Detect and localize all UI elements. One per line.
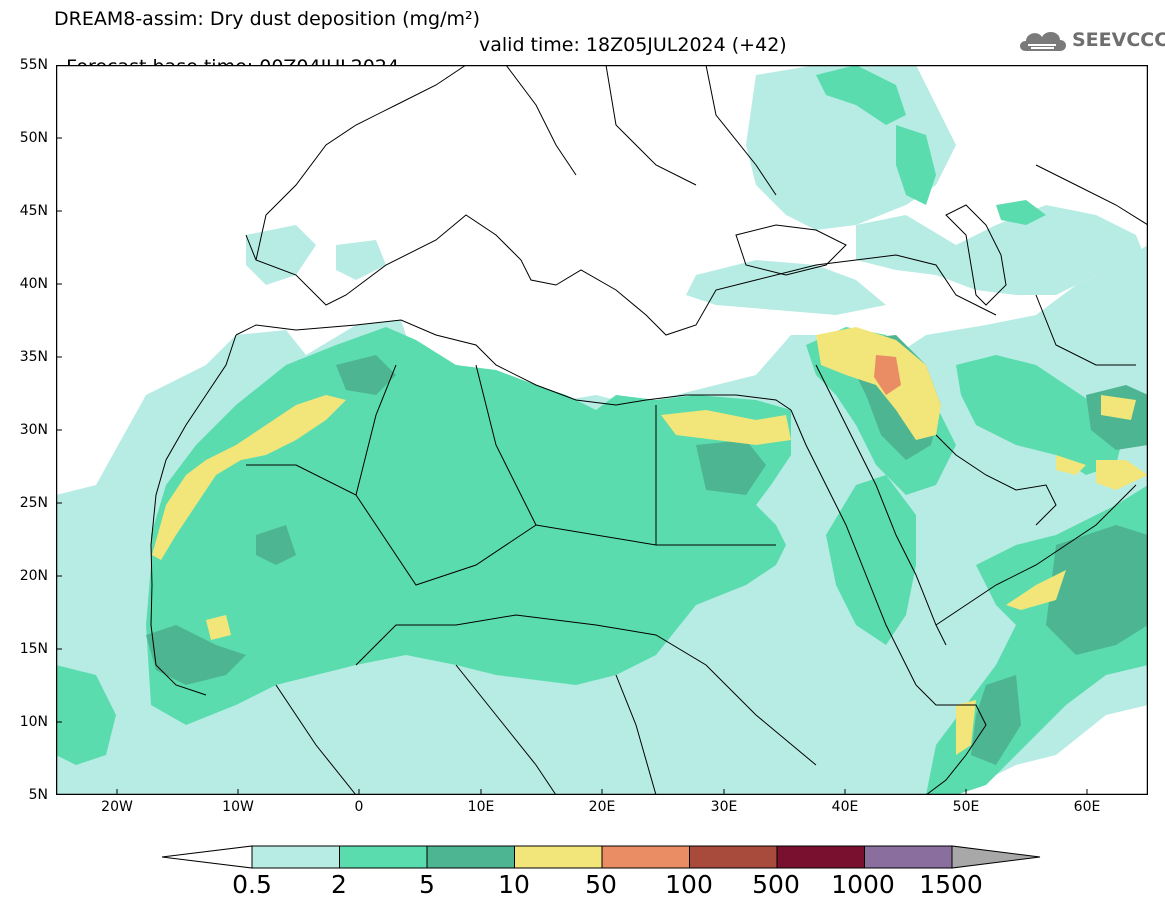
chart-title: DREAM8-assim: Dry dust deposition (mg/m²…: [54, 8, 481, 30]
lon-label: 30E: [710, 799, 738, 815]
colorbar-label: 100: [665, 870, 713, 899]
lon-label: 60E: [1073, 799, 1101, 815]
colorbar-swatch: [776, 845, 865, 869]
lat-label: 20N: [19, 568, 48, 584]
lat-label: 50N: [19, 130, 48, 146]
colorbar-label: 5: [419, 870, 435, 899]
lon-label: 10E: [467, 799, 495, 815]
lon-label: 10W: [222, 799, 254, 815]
colorbar-swatch: [689, 845, 778, 869]
lat-label: 5N: [28, 787, 48, 803]
lon-label: 20E: [588, 799, 616, 815]
colorbar-swatch: [864, 845, 953, 869]
colorbar-label: 0.5: [232, 870, 272, 899]
colorbar-label: 500: [752, 870, 800, 899]
dust-field-50-100: [874, 355, 901, 395]
colorbar-swatch: [339, 845, 428, 869]
colorbar-label: 1000: [831, 870, 895, 899]
colorbar-swatch: [601, 845, 690, 869]
cloud-icon: [1020, 31, 1066, 51]
colorbar-under-arrow: [161, 845, 253, 869]
lat-label: 40N: [19, 276, 48, 292]
lat-label: 10N: [19, 714, 48, 730]
dust-deposition-map: [56, 65, 1148, 795]
colorbar-label: 1500: [919, 870, 983, 899]
axis-ticks: [56, 137, 1088, 795]
lon-label: 20W: [101, 799, 133, 815]
colorbar: [161, 845, 1041, 869]
colorbar-label: 10: [498, 870, 530, 899]
lat-label: 25N: [19, 495, 48, 511]
lon-label: 40E: [831, 799, 859, 815]
colorbar-swatch: [426, 845, 515, 869]
lon-label: 50E: [952, 799, 980, 815]
lat-label: 35N: [19, 349, 48, 365]
colorbar-label: 2: [331, 870, 347, 899]
lon-label: 0: [354, 799, 364, 815]
colorbar-swatch: [514, 845, 603, 869]
lat-label: 30N: [19, 422, 48, 438]
valid-time: valid time: 18Z05JUL2024 (+42): [479, 34, 787, 56]
logo-text: SEEVCCC: [1072, 29, 1165, 51]
colorbar-over-arrow: [951, 845, 1041, 869]
lat-label: 45N: [19, 203, 48, 219]
colorbar-swatch: [251, 845, 340, 869]
seevccc-logo: SEEVCCC: [1016, 25, 1165, 55]
lat-label: 15N: [19, 641, 48, 657]
colorbar-label: 50: [585, 870, 617, 899]
lat-label: 55N: [19, 57, 48, 73]
coastlines-and-borders: [150, 65, 1148, 795]
